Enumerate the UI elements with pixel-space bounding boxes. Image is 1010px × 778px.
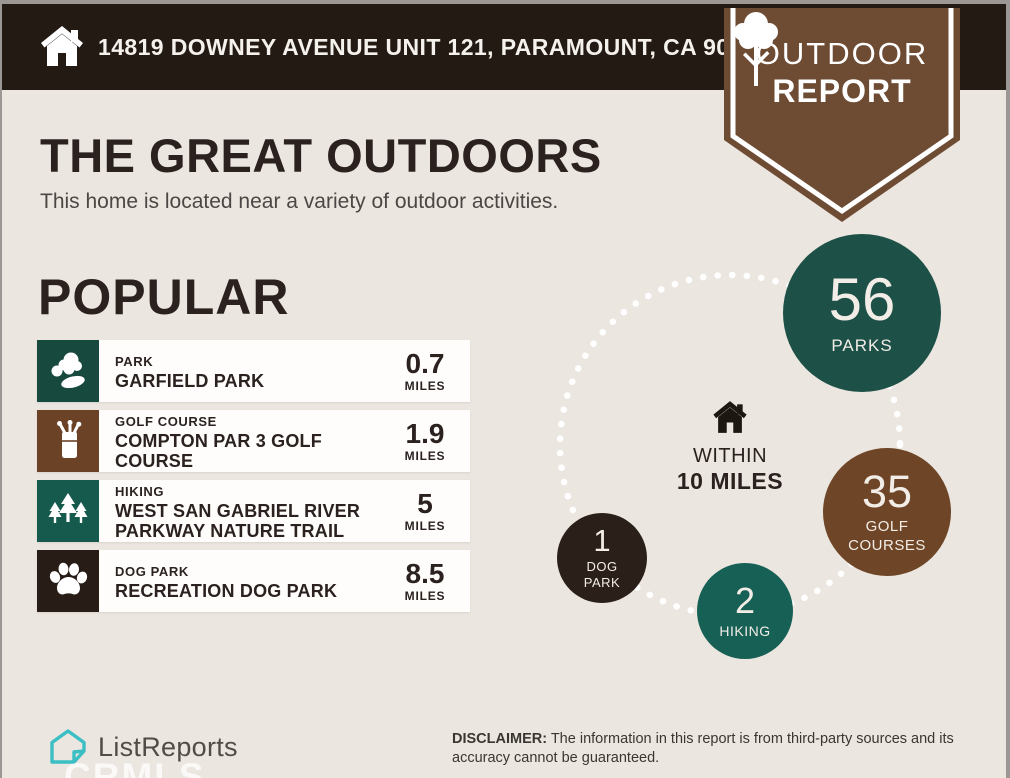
within-label: WITHIN	[692, 445, 768, 467]
golf-bag-icon	[37, 410, 99, 472]
popular-list: PARK GARFIELD PARK 0.7 MILES	[37, 340, 470, 620]
badge-title: OUTDOOR REPORT	[755, 36, 929, 109]
hiking-count-bubble: 2 HIKING	[697, 563, 793, 659]
disclaimer: DISCLAIMER: The information in this repo…	[452, 730, 982, 768]
park-icon	[37, 340, 99, 402]
parks-count-bubble: 56 PARKS	[783, 234, 941, 392]
dog-park-count: 1	[593, 522, 611, 558]
paw-icon	[37, 550, 99, 612]
item-category: PARK	[115, 353, 154, 369]
page-subtitle: This home is located near a variety of o…	[40, 190, 559, 213]
parks-count: 56	[828, 266, 896, 333]
item-name: RECREATION DOG PARK	[115, 580, 338, 601]
house-icon	[713, 401, 747, 433]
disclaimer-text: The information in this report is from t…	[452, 731, 954, 766]
list-item-park: PARK GARFIELD PARK 0.7 MILES	[37, 340, 470, 402]
outdoor-report-badge: OUTDOOR REPORT	[724, 8, 960, 222]
dog-park-count-bubble: 1 DOG PARK	[557, 513, 647, 603]
item-category: DOG PARK	[115, 563, 189, 579]
golf-courses-count: 35	[861, 465, 913, 517]
item-name: COMPTON PAR 3 GOLF COURSE	[115, 430, 322, 471]
tree-icon	[734, 12, 778, 86]
item-distance-unit: MILES	[404, 448, 446, 463]
item-distance: 5	[417, 487, 433, 519]
item-distance: 0.7	[405, 347, 445, 379]
radius-center: WITHIN 10 MILES	[630, 398, 830, 495]
list-item-golf-course: GOLF COURSE COMPTON PAR 3 GOLF COURSE 1.…	[37, 410, 470, 472]
miles-label: 10 MILES	[676, 468, 784, 494]
popular-heading: POPULAR	[38, 269, 290, 325]
golf-bubble-label: GOLF COURSES	[848, 517, 926, 554]
item-distance: 8.5	[405, 557, 445, 589]
item-distance-unit: MILES	[404, 518, 446, 533]
list-item-dog-park: DOG PARK RECREATION DOG PARK 8.5 MILES	[37, 550, 470, 612]
item-distance: 1.9	[405, 417, 445, 449]
item-name: GARFIELD PARK	[115, 370, 265, 391]
item-name: WEST SAN GABRIEL RIVER PARKWAY NATURE TR…	[115, 500, 361, 541]
item-category: GOLF COURSE	[115, 413, 217, 429]
listreports-house-icon	[50, 729, 86, 764]
crmls-watermark: CRMLS	[64, 756, 206, 778]
list-item-hiking: HIKING WEST SAN GABRIEL RIVER PARKWAY NA…	[37, 480, 470, 542]
listreports-logo: ListReports	[48, 728, 238, 766]
item-distance-unit: MILES	[404, 588, 446, 603]
item-category: HIKING	[115, 483, 165, 499]
house-icon	[41, 26, 83, 66]
page-title: THE GREAT OUTDOORS	[40, 129, 602, 182]
hiking-count: 2	[734, 580, 756, 621]
golf-courses-count-bubble: 35 GOLF COURSES	[823, 448, 951, 576]
brand-name: ListReports	[98, 731, 238, 762]
hiking-bubble-label: HIKING	[719, 623, 771, 639]
property-address: 14819 DOWNEY AVENUE UNIT 121, PARAMOUNT,…	[98, 33, 770, 60]
disclaimer-label: DISCLAIMER:	[452, 731, 548, 747]
item-distance-unit: MILES	[404, 378, 446, 393]
pine-trees-icon	[37, 480, 99, 542]
badge-pennant-shape	[724, 8, 960, 222]
dog-park-bubble-label: DOG PARK	[583, 558, 621, 590]
radius-dotted-ring	[556, 271, 904, 619]
parks-bubble-label: PARKS	[831, 336, 893, 355]
